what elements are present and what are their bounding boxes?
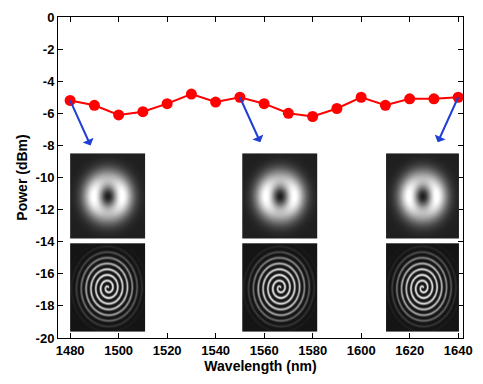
- svg-text:1500: 1500: [104, 343, 133, 358]
- svg-text:1600: 1600: [347, 343, 376, 358]
- svg-text:-6: -6: [43, 106, 55, 121]
- svg-text:-8: -8: [43, 138, 55, 153]
- svg-text:1540: 1540: [201, 343, 230, 358]
- svg-text:-10: -10: [36, 170, 55, 185]
- svg-text:-4: -4: [43, 74, 55, 89]
- svg-text:-20: -20: [36, 331, 55, 346]
- svg-text:Wavelength (nm): Wavelength (nm): [204, 358, 316, 374]
- svg-text:-16: -16: [36, 266, 55, 281]
- svg-text:-18: -18: [36, 298, 55, 313]
- svg-text:1580: 1580: [298, 343, 327, 358]
- svg-text:0: 0: [47, 10, 54, 25]
- svg-text:1520: 1520: [153, 343, 182, 358]
- svg-text:-12: -12: [36, 202, 55, 217]
- svg-text:Power (dBm): Power (dBm): [14, 134, 30, 220]
- svg-text:1560: 1560: [250, 343, 279, 358]
- svg-text:-2: -2: [43, 42, 55, 57]
- svg-text:1480: 1480: [56, 343, 85, 358]
- svg-text:1620: 1620: [395, 343, 424, 358]
- svg-text:1640: 1640: [444, 343, 473, 358]
- svg-text:-14: -14: [36, 234, 56, 249]
